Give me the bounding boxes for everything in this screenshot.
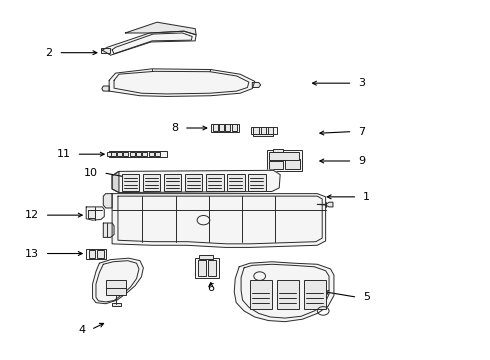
Polygon shape [125,22,196,35]
Bar [253,134,273,136]
Bar [107,152,111,156]
Bar [136,152,141,156]
Bar [304,280,326,309]
Bar [155,152,160,156]
Text: 5: 5 [363,292,370,302]
Bar [225,125,230,131]
Bar [270,161,283,169]
Bar [112,303,121,306]
Bar [253,127,259,134]
Bar [122,174,140,191]
Text: 3: 3 [358,78,366,88]
Bar [251,127,277,134]
Text: 7: 7 [358,127,366,136]
Bar [273,149,283,152]
Polygon shape [103,223,114,237]
Bar [106,280,126,296]
Polygon shape [103,194,112,208]
Text: 11: 11 [56,149,71,159]
Bar [261,127,266,134]
Bar [111,152,116,156]
Bar [89,250,95,258]
Bar [208,260,216,276]
Bar [109,151,167,157]
Polygon shape [93,258,144,304]
Polygon shape [318,202,333,207]
Bar [101,48,110,53]
Bar [149,152,154,156]
Text: 10: 10 [83,168,98,178]
Bar [270,152,299,160]
Bar [250,280,272,309]
Bar [86,249,106,259]
Bar [117,152,122,156]
Text: 4: 4 [78,325,85,334]
Bar [268,127,273,134]
Bar [185,174,202,191]
Text: 12: 12 [24,210,39,220]
Polygon shape [112,170,280,193]
Polygon shape [252,82,261,87]
Polygon shape [109,69,255,96]
Bar [88,211,95,218]
Bar [277,280,299,309]
Bar [248,174,266,191]
Bar [143,152,147,156]
Bar [285,159,300,169]
Bar [198,255,213,259]
Polygon shape [102,86,109,91]
Polygon shape [102,31,196,55]
Bar [98,250,104,258]
Polygon shape [86,207,104,220]
Bar [213,125,218,131]
Text: 2: 2 [46,48,52,58]
Bar [211,124,239,132]
Text: 13: 13 [25,248,39,258]
Polygon shape [234,262,334,321]
Text: 1: 1 [363,192,370,202]
Polygon shape [112,194,326,247]
Text: 6: 6 [207,283,214,293]
Bar [123,152,128,156]
Bar [197,260,206,276]
Bar [143,174,160,191]
Bar [267,149,302,171]
Bar [195,258,219,278]
Bar [232,125,237,131]
Text: 8: 8 [171,123,178,133]
Bar [130,152,135,156]
Bar [164,174,181,191]
Bar [206,174,223,191]
Bar [227,174,245,191]
Polygon shape [112,171,119,193]
Text: 9: 9 [358,156,366,166]
Bar [219,125,224,131]
